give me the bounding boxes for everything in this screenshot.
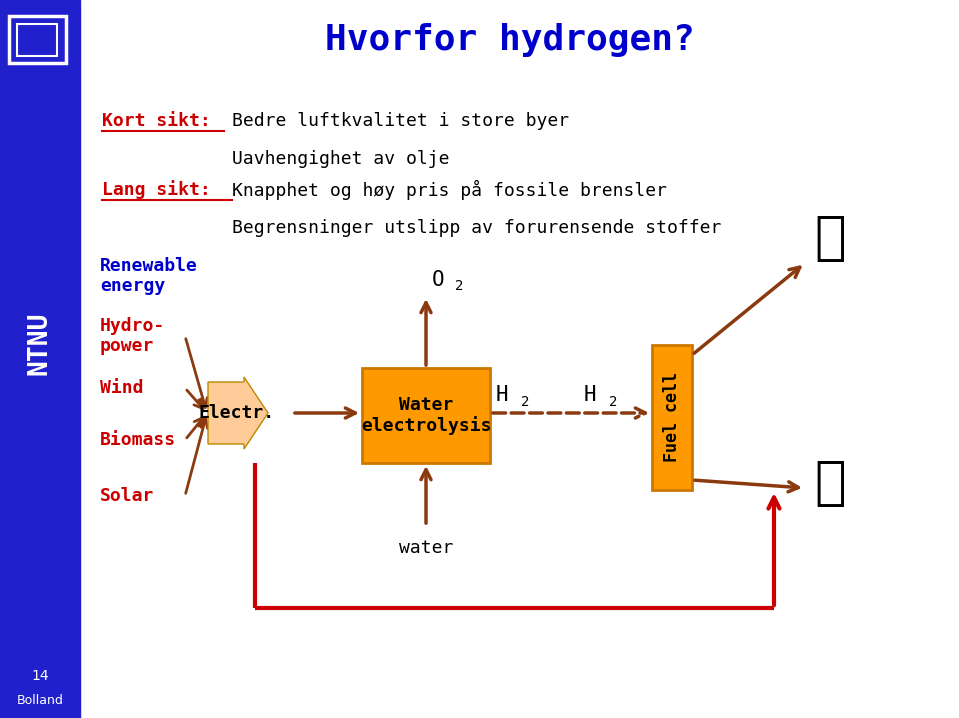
Text: 🚗: 🚗 [814, 212, 846, 264]
Text: 14: 14 [32, 669, 49, 683]
Text: 🏠: 🏠 [814, 457, 846, 509]
Text: Bedre luftkvalitet i store byer: Bedre luftkvalitet i store byer [232, 112, 569, 130]
Text: Fuel cell: Fuel cell [663, 373, 681, 462]
Text: Water
electrolysis: Water electrolysis [361, 396, 491, 436]
Text: 2: 2 [609, 395, 618, 409]
Text: Lang sikt:: Lang sikt: [102, 180, 211, 200]
Text: 2: 2 [455, 279, 463, 293]
Text: Knapphet og høy pris på fossile brensler: Knapphet og høy pris på fossile brensler [232, 180, 667, 200]
Text: Wind: Wind [100, 379, 144, 397]
Text: Hydro-
power: Hydro- power [100, 317, 165, 355]
Text: 2: 2 [521, 395, 529, 409]
Bar [755, 193, 945, 283]
Text: O: O [432, 270, 445, 290]
Bar [9, 16, 66, 63]
Text: NTNU: NTNU [27, 311, 53, 375]
Bar [0, 0, 80, 718]
Text: water: water [399, 539, 454, 557]
Text: Hvorfor hydrogen?: Hvorfor hydrogen? [325, 23, 694, 57]
Text: Renewable
energy: Renewable energy [100, 256, 198, 295]
FancyArrow shape [208, 377, 268, 449]
Text: H: H [496, 385, 508, 405]
Text: Kort sikt:: Kort sikt: [102, 112, 211, 130]
Text: Solar: Solar [100, 487, 154, 505]
Bar [652, 345, 692, 490]
Text: Bolland: Bolland [16, 694, 63, 707]
Bar [362, 368, 490, 463]
Bar [17, 24, 57, 56]
Text: Electr.: Electr. [199, 404, 275, 422]
Text: Uavhengighet av olje: Uavhengighet av olje [232, 150, 450, 168]
Text: Begrensninger utslipp av forurensende stoffer: Begrensninger utslipp av forurensende st… [232, 219, 721, 237]
Text: H: H [584, 385, 596, 405]
Text: Biomass: Biomass [100, 431, 176, 449]
